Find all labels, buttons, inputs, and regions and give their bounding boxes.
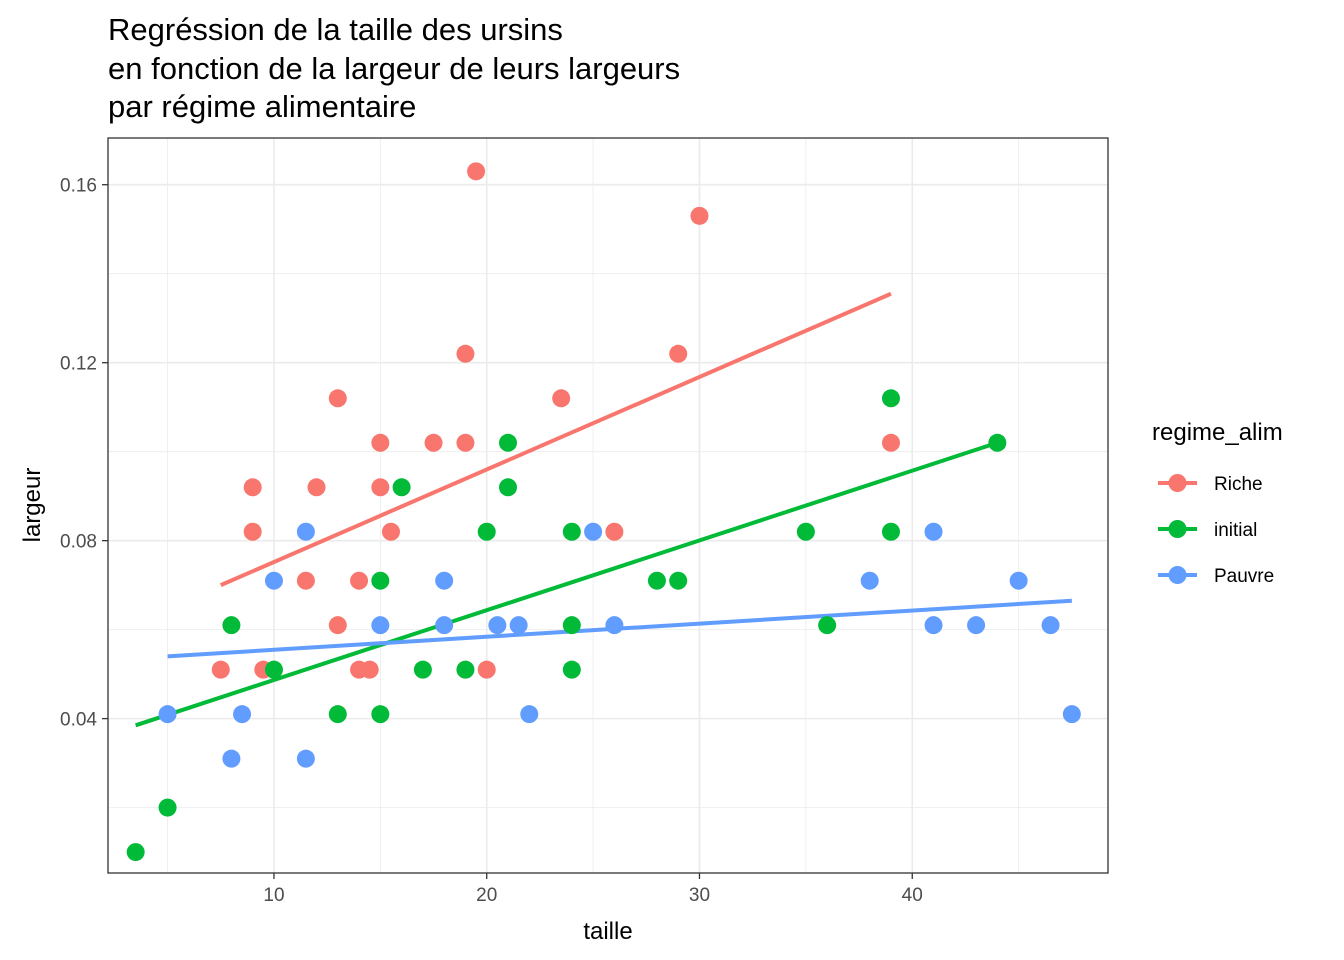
point-riche-0 [211,660,230,679]
legend-label-pauvre: Pauvre [1214,566,1274,587]
y-axis: 0.04 0.08 0.12 0.16 [60,176,108,731]
legend-label-riche: Riche [1214,474,1263,495]
legend-label-initial: initial [1214,520,1257,541]
data-points [126,162,1081,862]
point-initial-18 [796,522,815,541]
point-riche-15 [456,344,475,363]
point-pauvre-20 [1062,705,1081,724]
legend-key-point-pauvre [1168,566,1187,584]
point-riche-23 [881,433,900,452]
point-initial-4 [328,705,347,724]
y-tick-label-1: 0.08 [60,532,97,553]
legend-title: regime_alim [1152,419,1283,446]
point-initial-20 [881,389,900,408]
x-tick-label-0: 10 [263,885,284,906]
point-riche-7 [328,616,347,635]
point-pauvre-6 [371,616,390,635]
point-pauvre-15 [924,522,943,541]
point-initial-3 [264,660,283,679]
point-riche-13 [381,522,400,541]
x-axis-title: taille [583,918,632,945]
point-pauvre-19 [1041,616,1060,635]
point-riche-14 [424,433,443,452]
point-riche-19 [552,389,571,408]
chart-title: Regréssion de la taille des ursins en fo… [108,12,680,124]
point-riche-1 [243,522,262,541]
point-initial-21 [881,522,900,541]
regression-line-riche [219,291,892,587]
point-initial-6 [371,705,390,724]
point-riche-22 [690,206,709,225]
x-axis: 10 20 30 40 [263,873,923,906]
x-tick-label-1: 20 [476,885,497,906]
point-initial-16 [647,571,666,590]
point-pauvre-1 [222,749,241,768]
point-pauvre-10 [509,616,528,635]
point-riche-2 [243,478,262,497]
chart-title-line-3: par régime alimentaire [108,89,416,124]
x-tick-label-2: 30 [689,885,710,906]
y-tick-label-2: 0.12 [60,354,97,375]
point-initial-0 [126,843,145,862]
point-riche-16 [456,433,475,452]
point-riche-20 [605,522,624,541]
legend-keys: Riche initial Pauvre [1158,474,1274,587]
point-pauvre-13 [605,616,624,635]
point-riche-8 [350,571,369,590]
regression-line-initial [135,440,998,728]
point-initial-8 [413,660,432,679]
point-pauvre-3 [264,571,283,590]
point-pauvre-12 [584,522,603,541]
point-pauvre-11 [520,705,539,724]
plot-border [107,137,1109,874]
point-pauvre-4 [296,522,315,541]
point-initial-2 [222,616,241,635]
chart-title-line-1: Regréssion de la taille des ursins [108,12,563,47]
point-pauvre-9 [488,616,507,635]
chart-title-line-2: en fonction de la largeur de leurs large… [108,51,680,86]
legend-key-point-riche [1168,474,1187,492]
point-initial-1 [158,798,177,817]
point-initial-7 [392,478,411,497]
point-initial-10 [477,522,496,541]
plot-panel [108,138,1108,873]
y-axis-title: largeur [19,468,46,543]
point-initial-11 [499,433,517,452]
point-pauvre-18 [1009,571,1028,590]
point-riche-17 [467,162,486,181]
legend: regime_alim Riche initial Pauvre [1152,419,1283,587]
point-pauvre-14 [860,571,879,590]
point-pauvre-0 [158,705,177,724]
legend-key-point-initial [1168,520,1187,538]
point-initial-9 [456,660,475,679]
y-tick-label-0: 0.04 [60,710,97,731]
point-pauvre-8 [435,616,454,635]
point-initial-13 [562,522,581,541]
point-riche-10 [360,660,379,679]
point-riche-21 [669,344,688,363]
point-riche-6 [328,389,347,408]
x-tick-label-3: 40 [902,885,923,906]
point-initial-15 [562,660,581,679]
point-initial-5 [371,571,390,590]
point-riche-5 [307,478,326,497]
point-initial-12 [499,478,517,497]
point-riche-12 [371,478,390,497]
point-pauvre-16 [924,616,943,635]
point-riche-4 [296,571,315,590]
point-pauvre-7 [435,571,454,590]
point-pauvre-5 [296,749,315,768]
grid-major [108,138,1108,873]
point-riche-18 [477,660,496,679]
point-riche-11 [371,433,390,452]
y-tick-label-3: 0.16 [60,176,97,197]
point-pauvre-2 [233,705,252,724]
point-initial-17 [669,571,688,590]
point-initial-19 [818,616,837,635]
point-initial-22 [988,433,1007,452]
point-initial-14 [562,616,581,635]
point-pauvre-17 [967,616,986,635]
